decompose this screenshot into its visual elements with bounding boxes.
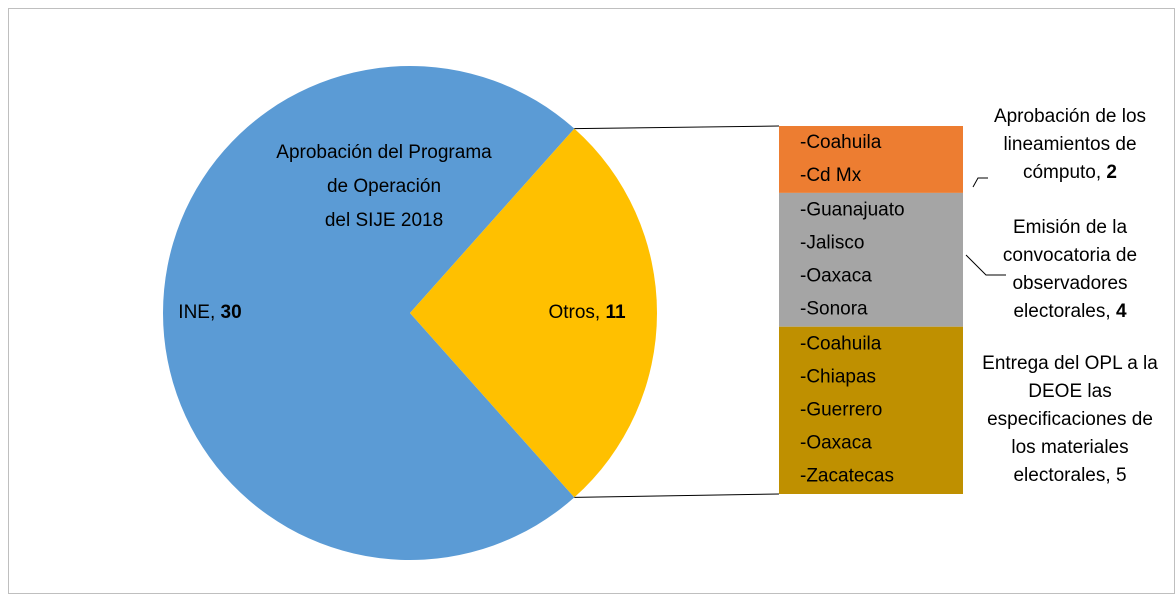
segment-label: los materiales — [1011, 437, 1128, 458]
label-line: electorales, — [1013, 301, 1110, 322]
bar-item: -Chiapas — [800, 366, 876, 387]
pie-slice — [163, 66, 575, 560]
bar-item: -Coahuila — [800, 333, 882, 354]
bar-segment — [779, 126, 963, 193]
data-label: Otros, 11 — [548, 302, 626, 323]
segment-label: Aprobación de los — [994, 106, 1146, 127]
bar-item: -Guanajuato — [800, 199, 905, 220]
bar-item: -Cd Mx — [800, 165, 862, 186]
label-line: Entrega del OPL a la — [982, 353, 1158, 374]
bar-item: -Guerrero — [800, 399, 882, 420]
segment-label: DEOE las — [1028, 381, 1111, 402]
label-line: especificaciones de — [987, 409, 1153, 430]
label-value: 5 — [1116, 465, 1127, 486]
label-value: 2 — [1106, 162, 1117, 183]
segment-label: observadores — [1012, 273, 1127, 294]
label-separator: , — [595, 302, 606, 323]
bar-segment — [779, 192, 963, 327]
label-value: 30 — [221, 302, 242, 323]
label-value: 4 — [1116, 301, 1127, 322]
segment-label: cómputo, 2 — [1023, 162, 1117, 183]
annotation: de Operación — [327, 176, 441, 197]
label-line: Aprobación de los — [994, 106, 1146, 127]
segment-label: especificaciones de — [987, 409, 1153, 430]
label-value: 11 — [605, 302, 626, 323]
label-separator: , — [210, 302, 221, 323]
label-line: lineamientos de — [1003, 134, 1136, 155]
label-name: Otros — [548, 302, 594, 323]
label-line: los materiales — [1011, 437, 1128, 458]
bar-segment — [779, 326, 963, 494]
segment-label: Emisión de la — [1013, 217, 1127, 238]
annotation: Aprobación del Programa — [276, 142, 492, 163]
connector — [574, 125, 780, 130]
label-line: cómputo, — [1023, 162, 1101, 183]
label-line: observadores — [1012, 273, 1127, 294]
pie-slice — [410, 128, 658, 498]
bar-item: -Sonora — [800, 298, 868, 319]
segment-label: electorales, 5 — [1013, 465, 1126, 486]
bar-item: -Oaxaca — [800, 265, 872, 286]
label-line: DEOE las — [1028, 381, 1111, 402]
label-line: electorales, — [1013, 465, 1110, 486]
label-name: INE — [178, 302, 210, 323]
connector — [574, 493, 780, 498]
segment-label: lineamientos de — [1003, 134, 1136, 155]
label-line: Emisión de la — [1013, 217, 1127, 238]
leader-line — [965, 254, 1006, 276]
segment-label: convocatoria de — [1003, 245, 1137, 266]
bar-item: -Oaxaca — [800, 432, 872, 453]
segment-label: Entrega del OPL a la — [982, 353, 1158, 374]
label-line: convocatoria de — [1003, 245, 1137, 266]
leader-line — [972, 177, 988, 188]
bar-item: -Jalisco — [800, 232, 864, 253]
annotation: del SIJE 2018 — [325, 210, 443, 231]
bar-item: -Zacatecas — [800, 465, 894, 486]
segment-label: electorales, 4 — [1013, 301, 1126, 322]
data-label: INE, 30 — [178, 302, 241, 323]
bar-item: -Coahuila — [800, 132, 882, 153]
